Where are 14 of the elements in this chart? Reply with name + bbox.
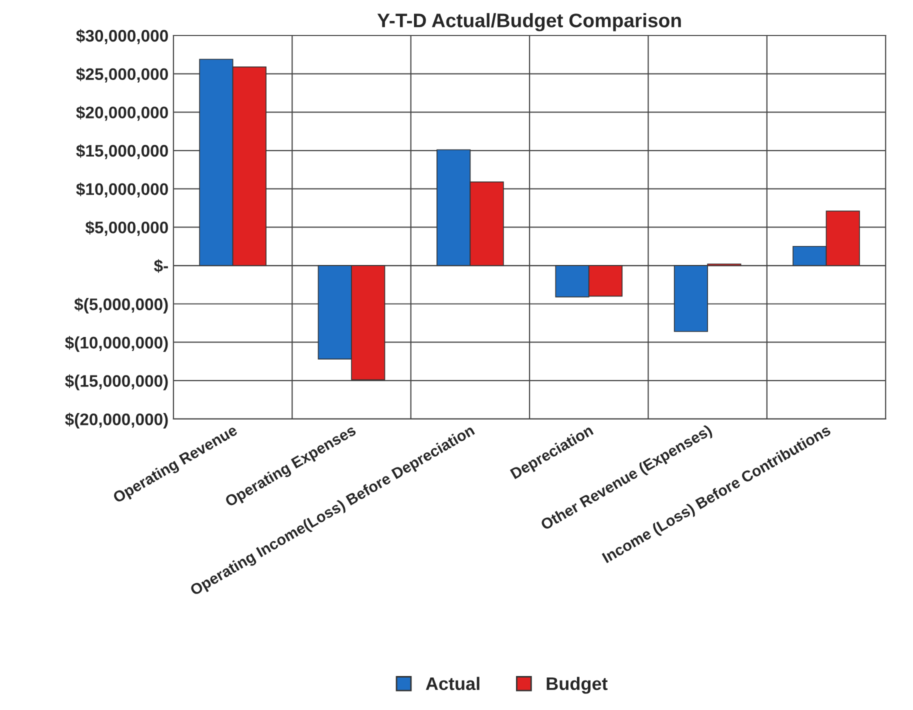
legend-label: Budget [546,676,608,694]
y-tick-label: $(5,000,000) [74,298,168,314]
y-tick-label: $30,000,000 [76,29,168,44]
legend-label: Actual [426,676,480,690]
y-tick-label: $(15,000,000) [65,374,168,390]
y-tick-label: $20,000,000 [76,106,168,121]
y-tick-label: $(20,000,000) [65,412,168,429]
y-tick-label: $10,000,000 [76,182,168,198]
y-tick-label: $(10,000,000) [65,336,168,352]
y-tick-label: $5,000,000 [85,220,168,236]
chart-title: Y-T-D Actual/Budget Comparison [377,13,681,32]
y-tick-label: $- [154,259,168,273]
y-tick-label: $15,000,000 [76,144,168,160]
y-tick-label: $25,000,000 [76,68,168,82]
